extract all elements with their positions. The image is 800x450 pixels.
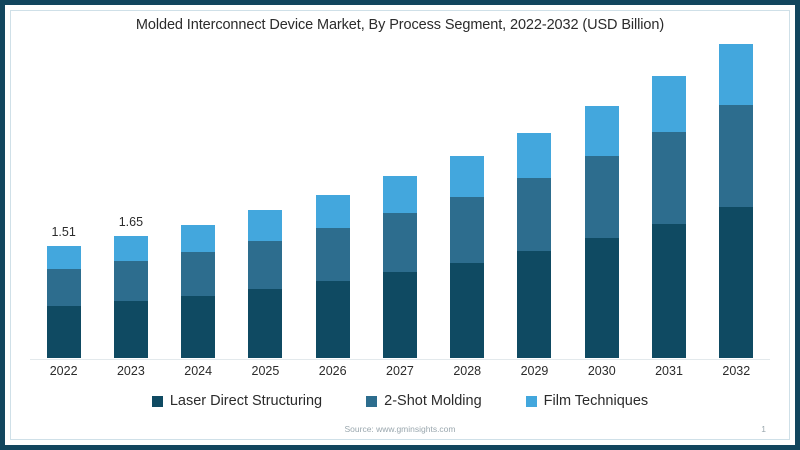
stacked-bar[interactable] xyxy=(517,132,552,358)
x-tick-2023: 2023 xyxy=(116,364,145,378)
chart-legend: Laser Direct Structuring 2-Shot Molding Fi… xyxy=(0,393,800,409)
bar-segment-laser[interactable] xyxy=(719,207,754,358)
bar-segment-film[interactable] xyxy=(517,132,552,178)
bar-segment-twoshot[interactable] xyxy=(382,213,417,273)
x-axis-line xyxy=(30,359,770,360)
bar-segment-twoshot[interactable] xyxy=(181,252,216,296)
legend-swatch-icon xyxy=(366,395,378,407)
bar-segment-film[interactable] xyxy=(46,246,81,270)
stacked-bar[interactable] xyxy=(652,76,687,358)
legend-item[interactable]: Laser Direct Structuring xyxy=(151,393,323,409)
bar-series-container: 1.51 1.65 xyxy=(30,43,770,358)
bar-segment-twoshot[interactable] xyxy=(46,269,81,307)
legend-label: Laser Direct Structuring xyxy=(169,393,323,409)
legend-item[interactable]: 2-Shot Molding xyxy=(366,393,482,409)
bar-segment-laser[interactable] xyxy=(584,238,619,358)
bar-segment-twoshot[interactable] xyxy=(248,240,283,289)
bar-segment-laser[interactable] xyxy=(382,272,417,358)
bar-segment-laser[interactable] xyxy=(315,281,350,358)
x-axis-tick-labels: 2022 2023 2024 2025 2026 2027 2028 2029 2030 2031… xyxy=(30,364,770,378)
bar-group[interactable] xyxy=(165,55,231,358)
x-tick-2024: 2024 xyxy=(184,364,213,378)
stacked-bar[interactable] xyxy=(584,106,619,358)
bar-segment-film[interactable] xyxy=(652,76,687,132)
bar-group[interactable] xyxy=(569,55,635,358)
bar-segment-film[interactable] xyxy=(584,106,619,157)
bar-group[interactable] xyxy=(367,55,433,358)
bar-segment-film[interactable] xyxy=(248,210,283,241)
stacked-bar[interactable] xyxy=(315,194,350,358)
bar-group[interactable] xyxy=(501,55,567,358)
x-tick-2029: 2029 xyxy=(520,364,549,378)
chart-title: Molded Interconnect Device Market, By Pr… xyxy=(135,17,665,33)
plot-area: 1.51 1.65 xyxy=(30,43,770,360)
bar-group[interactable] xyxy=(434,55,500,358)
bar-value-label: 1.51 xyxy=(51,225,76,240)
x-tick-2022: 2022 xyxy=(49,364,78,378)
bar-segment-twoshot[interactable] xyxy=(584,156,619,239)
bar-group[interactable] xyxy=(703,43,769,358)
legend-item[interactable]: Film Techniques xyxy=(525,393,649,409)
x-tick-2030: 2030 xyxy=(587,364,616,378)
bar-segment-laser[interactable] xyxy=(113,301,148,358)
bar-segment-film[interactable] xyxy=(382,176,417,214)
bar-group[interactable]: 1.65 xyxy=(98,55,164,358)
bar-group[interactable] xyxy=(232,55,298,358)
bar-segment-twoshot[interactable] xyxy=(652,131,687,224)
bar-group[interactable] xyxy=(300,55,366,358)
bar-segment-laser[interactable] xyxy=(248,288,283,358)
bar-segment-laser[interactable] xyxy=(517,250,552,358)
x-tick-2031: 2031 xyxy=(655,364,683,378)
legend-label: 2-Shot Molding xyxy=(384,393,482,409)
bar-group[interactable] xyxy=(636,55,702,358)
x-tick-2028: 2028 xyxy=(453,364,482,378)
stacked-bar[interactable] xyxy=(181,225,216,358)
bar-segment-film[interactable] xyxy=(113,236,148,262)
bar-segment-twoshot[interactable] xyxy=(113,261,148,302)
bar-segment-laser[interactable] xyxy=(181,295,216,358)
bar-segment-film[interactable] xyxy=(450,156,485,197)
bar-group[interactable]: 1.51 xyxy=(31,55,97,358)
bar-segment-twoshot[interactable] xyxy=(517,177,552,251)
bar-segment-twoshot[interactable] xyxy=(719,105,754,208)
page-number: 1 xyxy=(761,424,766,434)
x-tick-2032: 2032 xyxy=(722,364,751,378)
bar-value-label: 1.65 xyxy=(118,215,144,230)
legend-swatch-icon xyxy=(151,395,163,407)
stacked-bar[interactable] xyxy=(46,246,81,358)
x-tick-2026: 2026 xyxy=(318,364,347,378)
x-tick-2027: 2027 xyxy=(386,364,414,378)
legend-label: Film Techniques xyxy=(543,393,649,409)
stacked-bar[interactable] xyxy=(382,176,417,358)
legend-swatch-icon xyxy=(525,395,537,407)
bar-segment-laser[interactable] xyxy=(46,306,81,358)
stacked-bar[interactable] xyxy=(719,43,754,358)
bar-segment-laser[interactable] xyxy=(450,262,485,358)
bar-segment-film[interactable] xyxy=(181,225,216,253)
bar-segment-film[interactable] xyxy=(719,43,754,106)
stacked-bar[interactable] xyxy=(248,210,283,358)
stacked-bar[interactable] xyxy=(113,236,148,358)
x-tick-2025: 2025 xyxy=(251,364,280,378)
bar-segment-laser[interactable] xyxy=(652,223,687,358)
stacked-bar[interactable] xyxy=(450,156,485,358)
bar-segment-twoshot[interactable] xyxy=(450,196,485,263)
bar-segment-twoshot[interactable] xyxy=(315,227,350,282)
bar-segment-film[interactable] xyxy=(315,194,350,228)
source-text: Source: www.gminsights.com xyxy=(344,424,456,434)
